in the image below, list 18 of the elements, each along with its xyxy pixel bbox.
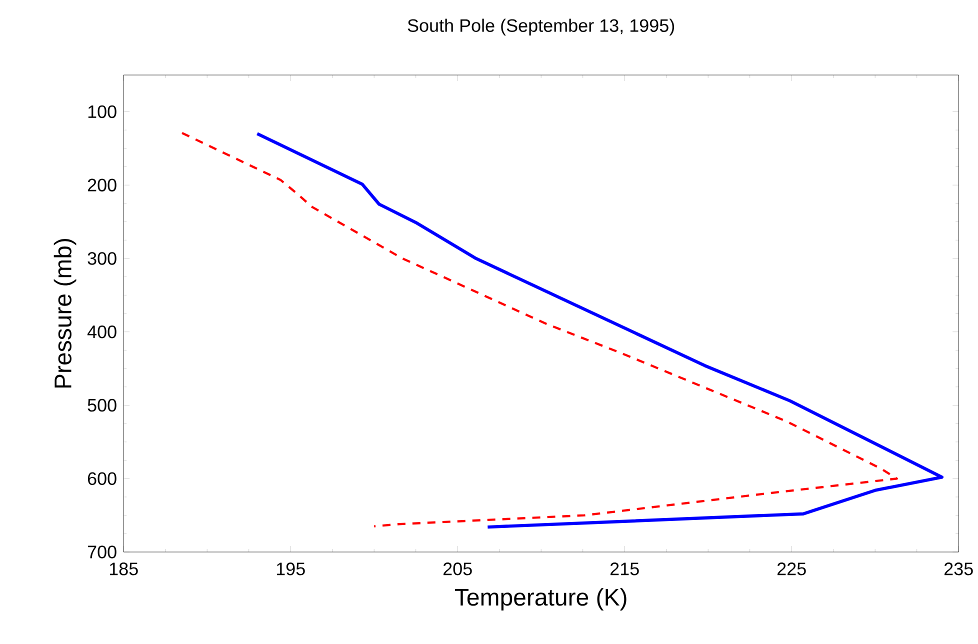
y-tick-label: 500 bbox=[88, 398, 116, 412]
x-tick-label: 195 bbox=[276, 562, 305, 576]
x-tick-label: 215 bbox=[610, 562, 639, 576]
x-tick-label: 185 bbox=[110, 562, 138, 576]
chart-title: South Pole (September 13, 1995) bbox=[408, 18, 674, 36]
x-tick-label: 225 bbox=[777, 562, 806, 576]
x-axis-title: Temperature (K) bbox=[454, 588, 626, 610]
y-tick-label: 700 bbox=[88, 546, 116, 558]
line-series bbox=[256, 132, 944, 529]
y-tick-label: 600 bbox=[88, 472, 116, 485]
y-tick-label: 200 bbox=[88, 178, 116, 192]
x-tick-label: 235 bbox=[944, 562, 973, 576]
line-series bbox=[180, 132, 898, 528]
x-tick-label: 205 bbox=[443, 562, 472, 576]
y-tick-label: 100 bbox=[88, 105, 116, 118]
y-axis-title: Pressure (mb) bbox=[54, 239, 76, 388]
y-tick-label: 300 bbox=[88, 252, 116, 265]
y-tick-label: 400 bbox=[87, 325, 116, 338]
